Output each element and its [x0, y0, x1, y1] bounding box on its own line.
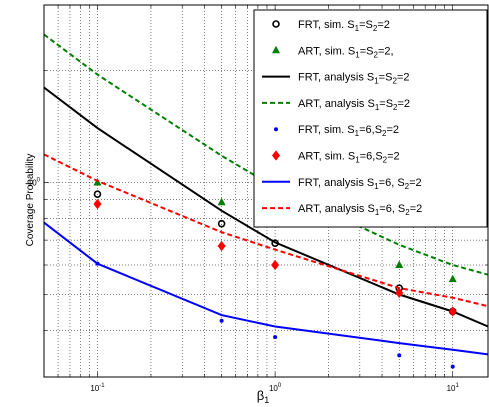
data-point [217, 240, 226, 252]
legend-label: ART, analysis S1=6, S2=2 [298, 203, 422, 217]
data-point [448, 306, 457, 317]
data-point [448, 274, 457, 283]
tick-labels: 10-1 100 101 100 [28, 177, 460, 393]
legend-label: ART, sim. S1=S2=2, [298, 45, 394, 59]
x-tick-label: 101 [447, 383, 460, 393]
series-8 [43, 153, 489, 308]
series-7 [43, 221, 489, 356]
data-point [450, 364, 455, 369]
axis-ticks [43, 4, 488, 378]
x-tick-label: 100 [269, 383, 282, 393]
legend-label: FRT, sim. S1=S2=2 [298, 19, 390, 33]
legend-label: FRT, analysis S1=S2=2 [298, 72, 409, 86]
data-point [93, 198, 102, 210]
data-point [93, 190, 102, 199]
series-line [43, 33, 489, 276]
legend-swatch [271, 150, 281, 161]
plot-series [43, 33, 489, 369]
data-point [397, 353, 402, 358]
data-point [217, 197, 226, 206]
y-axis-label: Coverage Probability [25, 154, 36, 247]
data-point [395, 287, 404, 299]
series-line [43, 153, 489, 308]
data-point [271, 259, 280, 271]
series-4 [43, 33, 489, 276]
legend-swatch [274, 127, 278, 132]
legend-label: ART, analysis S1=S2=2 [298, 98, 410, 112]
x-axis-label: β1 [257, 388, 270, 405]
data-point [395, 260, 404, 269]
legend-swatch [272, 45, 280, 54]
legend-swatch [272, 20, 280, 28]
legend: FRT, sim. S1=S2=2 ART, sim. S1=S2=2, FRT, … [253, 9, 488, 228]
data-point [217, 219, 226, 228]
plot-frame [43, 4, 489, 378]
data-point [273, 335, 278, 340]
series-5 [95, 261, 455, 369]
legend-label: FRT, sim. S1=6,S2=2 [298, 124, 399, 138]
x-tick-label: 10-1 [90, 383, 105, 393]
legend-label: FRT, analysis S1=6, S2=2 [298, 177, 422, 191]
data-point [219, 318, 224, 323]
legend-label: ART, sim. S1=6,S2=2 [298, 151, 400, 165]
series-6 [93, 198, 457, 317]
series-line [43, 221, 489, 356]
y-tick-label: 100 [28, 177, 41, 187]
legend-box [253, 9, 488, 228]
